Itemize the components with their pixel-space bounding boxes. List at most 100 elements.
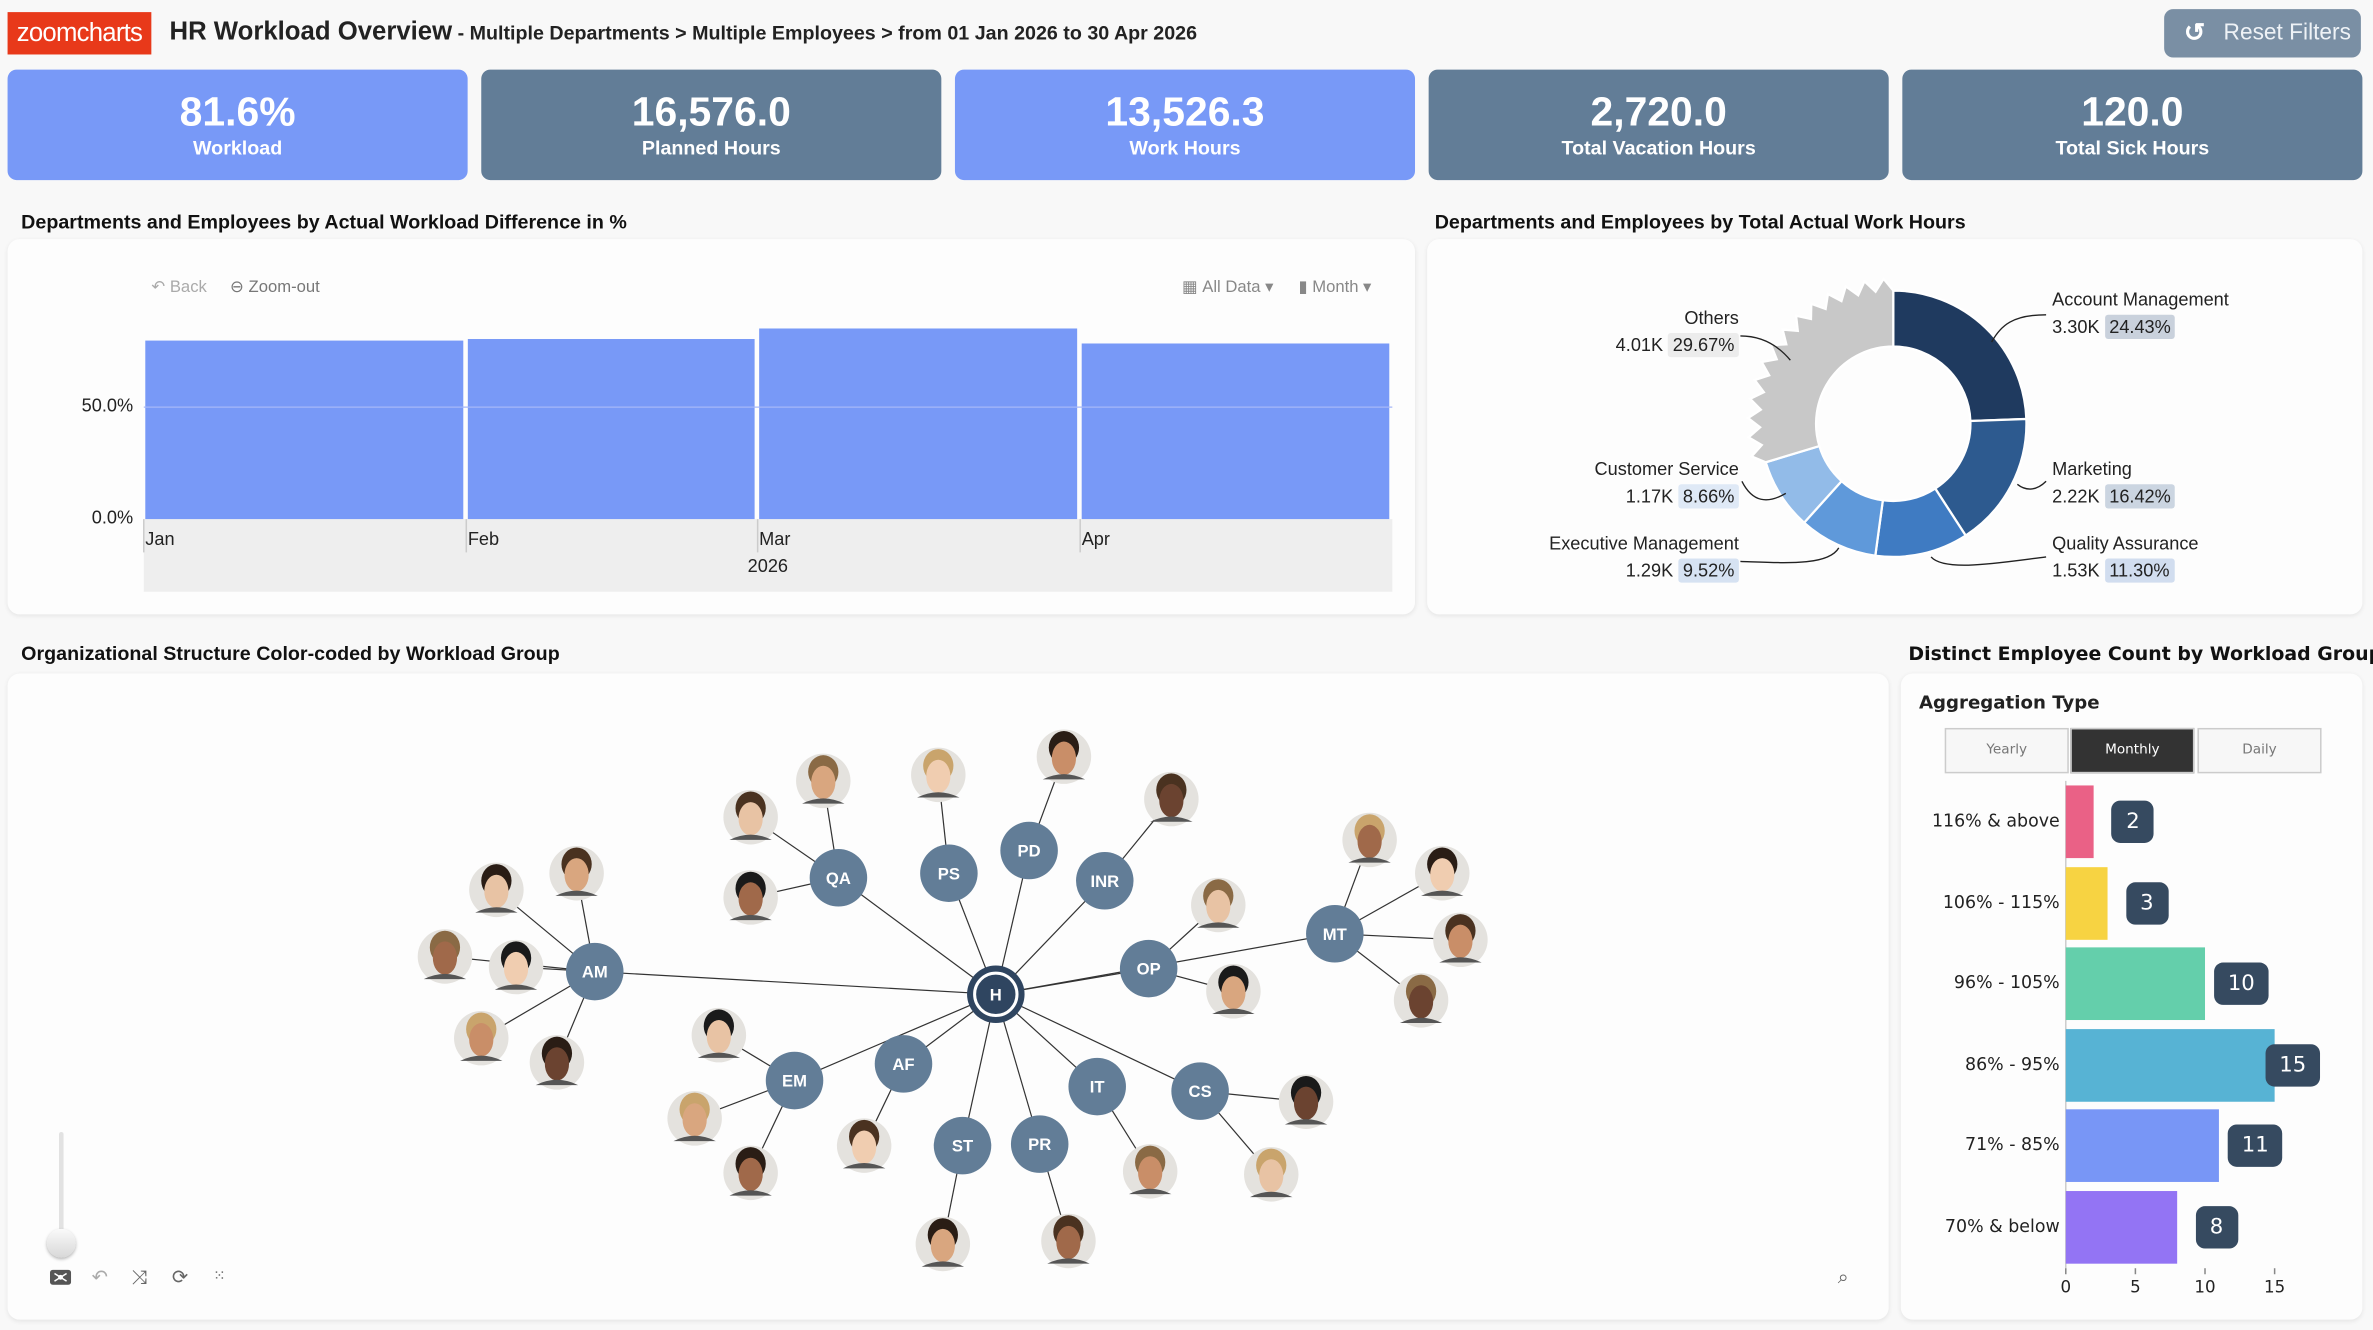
node-circle: [566, 942, 624, 1001]
grid-dots-icon[interactable]: ⁙: [213, 1268, 226, 1285]
employee-avatar[interactable]: [691, 1007, 747, 1063]
node-label: INR: [1090, 872, 1119, 891]
group-count-badge: 10: [2214, 962, 2269, 1005]
slice-name: Marketing: [2052, 458, 2132, 480]
donut-label-executive-management: Executive Management 1.29K 9.52%: [1436, 530, 1739, 584]
magnifier-minus-icon: ⊖: [230, 278, 244, 297]
undo-icon[interactable]: ↶: [91, 1265, 109, 1288]
group-bar[interactable]: [2065, 947, 2206, 1021]
employee-avatar[interactable]: [417, 929, 473, 984]
zoom-slider-handle[interactable]: [46, 1228, 76, 1258]
bar-mar[interactable]: [759, 328, 1078, 520]
time-axis-band[interactable]: [143, 519, 1393, 592]
bar-feb[interactable]: [467, 339, 755, 520]
node-circle: [920, 844, 978, 902]
employee-avatar[interactable]: [723, 1145, 778, 1201]
group-bar[interactable]: [2065, 867, 2108, 940]
tab-daily[interactable]: Daily: [2197, 727, 2322, 774]
bar-jan[interactable]: [145, 340, 464, 520]
slice-value: 1.29K: [1625, 559, 1679, 582]
department-node-cs[interactable]: CS: [1171, 1062, 1229, 1120]
month-dropdown[interactable]: ▮ Month ▾: [1298, 277, 1371, 297]
tab-monthly[interactable]: Monthly: [2070, 727, 2195, 774]
employee-avatar[interactable]: [469, 862, 524, 918]
node-circle: [1076, 852, 1134, 910]
kpi-label: Total Vacation Hours: [1561, 136, 1756, 159]
department-node-op[interactable]: OP: [1119, 939, 1178, 998]
department-node-am[interactable]: AM: [566, 942, 624, 1001]
department-node-em[interactable]: EM: [765, 1051, 824, 1110]
tab-yearly[interactable]: Yearly: [1944, 727, 2069, 774]
employee-avatar[interactable]: [667, 1091, 722, 1146]
group-bar[interactable]: [2065, 1029, 2275, 1102]
employee-avatar[interactable]: [1415, 845, 1470, 901]
employee-avatar[interactable]: [1041, 1213, 1096, 1269]
kpi-value: 81.6%: [179, 89, 296, 135]
employee-avatar[interactable]: [1122, 1144, 1178, 1199]
employee-avatar[interactable]: [836, 1118, 892, 1173]
node-label: EM: [782, 1072, 807, 1091]
employee-avatar[interactable]: [1393, 973, 1449, 1028]
group-bar[interactable]: [2065, 1109, 2219, 1182]
slice-name: Customer Service: [1594, 458, 1739, 480]
department-node-st[interactable]: ST: [933, 1116, 992, 1175]
department-node-pd[interactable]: PD: [1000, 821, 1058, 880]
zoom-out-button[interactable]: ⊖ Zoom-out: [230, 277, 320, 297]
employee-avatar[interactable]: [488, 939, 544, 995]
department-node-af[interactable]: AF: [874, 1035, 933, 1093]
department-node-mt[interactable]: MT: [1306, 905, 1364, 963]
group-bar[interactable]: [2065, 785, 2094, 859]
workload-chart-title: Departments and Employees by Actual Work…: [21, 210, 627, 234]
employee-avatar[interactable]: [915, 1216, 971, 1272]
zoom-slider-track[interactable]: [59, 1132, 64, 1241]
employee-avatar[interactable]: [911, 747, 966, 803]
donut-label-account-management: Account Management 3.30K 24.43%: [2052, 286, 2229, 340]
employee-avatar[interactable]: [529, 1035, 585, 1090]
employee-avatar[interactable]: [723, 789, 778, 845]
slice-values: 3.30K 24.43%: [2052, 313, 2229, 340]
avatar-face: [1293, 1086, 1319, 1120]
all-data-dropdown[interactable]: ▦ All Data ▾: [1182, 277, 1274, 297]
avatar-shoulders: [1150, 816, 1193, 822]
refresh-icon[interactable]: ⟳: [171, 1265, 189, 1288]
leader-line: [1930, 556, 2047, 566]
donut-slice-marketing[interactable]: [1933, 417, 2028, 538]
caret-down-icon: ▾: [1265, 278, 1274, 297]
search-icon[interactable]: ⌕: [1837, 1265, 1849, 1288]
fit-view-icon[interactable]: [48, 1265, 72, 1289]
employee-avatar[interactable]: [1036, 729, 1092, 784]
group-bar[interactable]: [2065, 1191, 2178, 1264]
avatar-face: [1206, 889, 1231, 924]
department-node-ps[interactable]: PS: [920, 844, 978, 902]
department-node-inr[interactable]: INR: [1076, 852, 1134, 910]
department-node-pr[interactable]: PR: [1010, 1115, 1069, 1173]
avatar-shoulders: [917, 792, 960, 798]
department-node-it[interactable]: IT: [1068, 1057, 1126, 1116]
donut-slice-others[interactable]: [1746, 276, 1895, 464]
shuffle-icon[interactable]: ⤨: [131, 1265, 148, 1288]
employee-avatar[interactable]: [1433, 912, 1488, 968]
all-data-label: All Data: [1202, 277, 1261, 296]
donut-slice-account-management[interactable]: [1892, 289, 2028, 423]
back-button[interactable]: ↶ Back: [151, 277, 207, 297]
bar-apr[interactable]: [1081, 343, 1390, 520]
group-category-label: 70% & below: [1944, 1215, 2060, 1237]
employee-avatar[interactable]: [1278, 1074, 1334, 1129]
employee-avatar[interactable]: [1191, 877, 1246, 933]
employee-avatar[interactable]: [454, 1010, 509, 1066]
avatar-face: [503, 951, 529, 986]
root-node[interactable]: H: [967, 965, 1025, 1024]
x-tick-label: 5: [2130, 1277, 2141, 1297]
employee-avatar[interactable]: [549, 845, 604, 901]
kpi-planned-hours: 16,576.0 Planned Hours: [481, 69, 942, 181]
employee-avatar[interactable]: [1144, 771, 1199, 827]
employee-avatar[interactable]: [1244, 1147, 1299, 1202]
employee-avatar[interactable]: [723, 870, 778, 925]
employee-avatar[interactable]: [1206, 964, 1261, 1019]
employee-avatar[interactable]: [796, 753, 851, 809]
x-tick-label: 0: [2060, 1277, 2072, 1297]
department-node-qa[interactable]: QA: [809, 849, 868, 907]
reset-filters-button[interactable]: ↺ Reset Filters: [2164, 9, 2361, 58]
employee-avatar[interactable]: [1342, 812, 1397, 868]
